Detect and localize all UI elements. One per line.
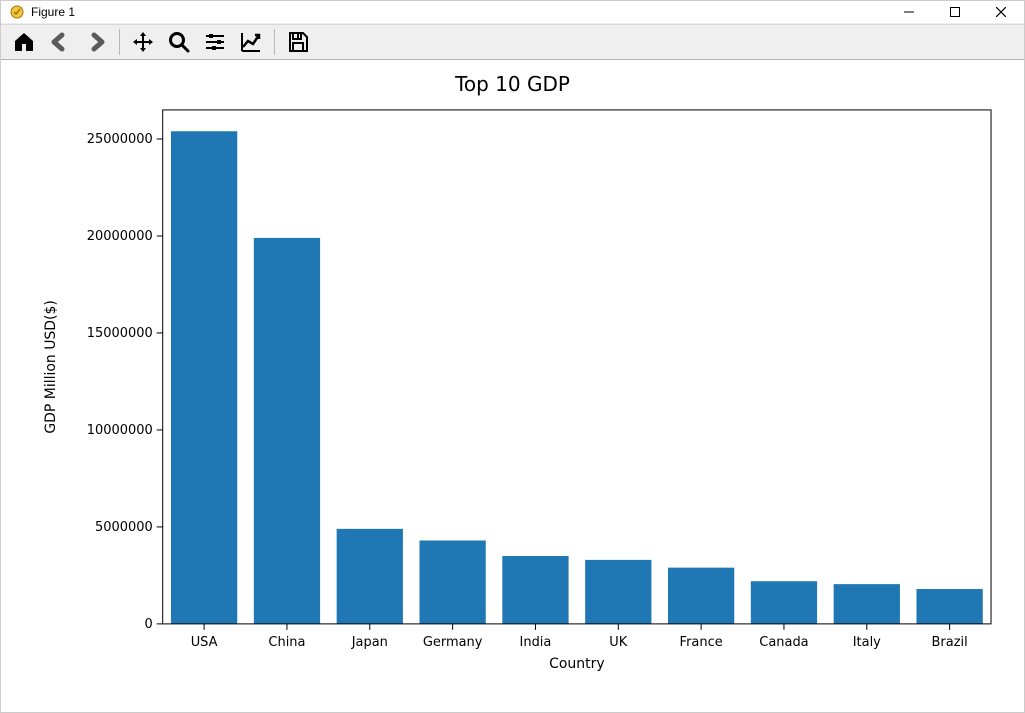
x-axis-label: Country xyxy=(549,656,605,672)
window-controls xyxy=(886,1,1024,23)
x-tick-label: India xyxy=(520,635,552,650)
x-tick-label: Italy xyxy=(853,635,881,650)
edit-axis-icon[interactable] xyxy=(234,25,268,59)
y-tick-label: 10000000 xyxy=(87,423,153,438)
y-axis-label: GDP Million USD($) xyxy=(43,300,59,433)
x-tick-label: Japan xyxy=(351,635,388,650)
bar-chart: 0 5000000 10000000 15000000 20000000 25000000… xyxy=(13,70,1012,700)
y-tick-label: 0 xyxy=(144,617,152,632)
bar xyxy=(751,581,817,624)
pan-icon[interactable] xyxy=(126,25,160,59)
bar xyxy=(419,541,485,624)
y-tick-label: 25000000 xyxy=(87,132,153,147)
x-tick-label: USA xyxy=(191,635,218,650)
matplotlib-toolbar xyxy=(1,24,1024,60)
bar xyxy=(916,589,982,624)
window-titlebar: Figure 1 xyxy=(1,1,1024,24)
app-icon xyxy=(9,4,25,20)
y-tick-label: 5000000 xyxy=(95,520,153,535)
x-tick-label: France xyxy=(680,635,723,650)
x-tick-label: Canada xyxy=(759,635,808,650)
window-title: Figure 1 xyxy=(31,5,75,19)
figure-canvas: Top 10 GDP 0 5000000 10000000 15000000 20000… xyxy=(1,60,1024,712)
maximize-button[interactable] xyxy=(932,1,978,23)
bar xyxy=(171,132,237,625)
toolbar-separator xyxy=(119,29,120,55)
y-tick-label: 20000000 xyxy=(87,229,153,244)
back-icon[interactable] xyxy=(43,25,77,59)
configure-subplots-icon[interactable] xyxy=(198,25,232,59)
x-tick-label: UK xyxy=(609,635,627,650)
close-button[interactable] xyxy=(978,1,1024,23)
bar xyxy=(585,560,651,624)
home-icon[interactable] xyxy=(7,25,41,59)
x-tick-label: Germany xyxy=(423,635,483,650)
minimize-button[interactable] xyxy=(886,1,932,23)
bar xyxy=(668,568,734,624)
chart-title: Top 10 GDP xyxy=(1,72,1024,96)
save-icon[interactable] xyxy=(281,25,315,59)
bar xyxy=(337,529,403,624)
bar xyxy=(254,238,320,624)
forward-icon[interactable] xyxy=(79,25,113,59)
bar xyxy=(502,556,568,624)
x-tick-label: China xyxy=(268,635,305,650)
toolbar-separator xyxy=(274,29,275,55)
y-tick-label: 15000000 xyxy=(87,326,153,341)
x-tick-label: Brazil xyxy=(932,635,968,650)
zoom-icon[interactable] xyxy=(162,25,196,59)
bar xyxy=(834,584,900,624)
